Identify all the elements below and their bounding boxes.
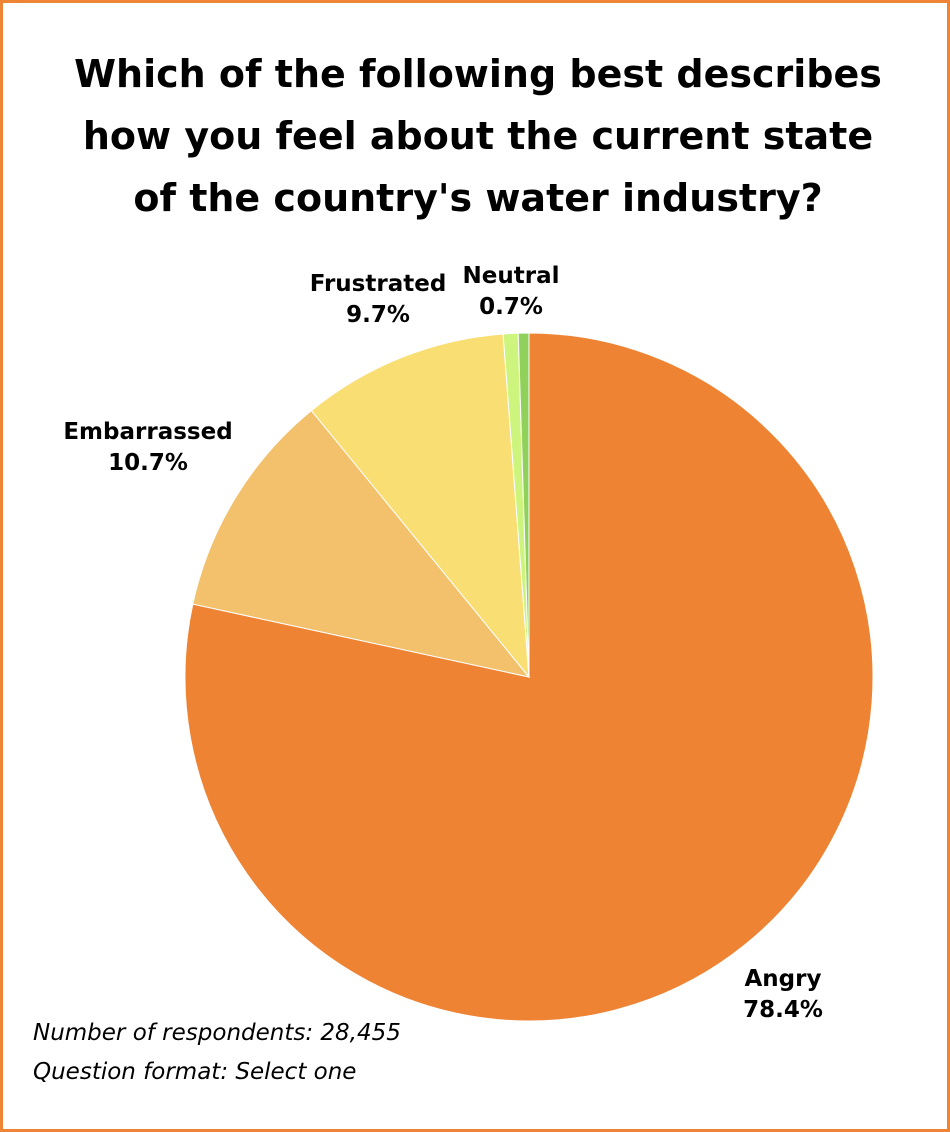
chart-title: Which of the following best describes ho…	[43, 43, 913, 229]
pie-chart	[184, 332, 874, 1022]
pie-slice-embarrassed	[192, 409, 531, 678]
slice-label-frustrated: Frustrated 9.7%	[308, 269, 448, 331]
chart-title-line-2: how you feel about the current state	[82, 114, 874, 158]
slice-label-neutral-value: 0.7%	[479, 294, 543, 320]
slice-label-angry-value: 78.4%	[743, 997, 823, 1023]
slice-label-embarrassed: Embarrassed 10.7%	[58, 417, 238, 479]
slice-label-angry: Angry 78.4%	[723, 964, 843, 1026]
pie-slice-unlabeled-4	[517, 332, 530, 678]
question-format-note: Question format: Select one	[33, 1059, 357, 1085]
chart-title-line-3: of the country's water industry?	[133, 176, 823, 220]
respondents-note: Number of respondents: 28,455	[33, 1020, 401, 1046]
pie-slice-frustrated	[310, 333, 530, 679]
slice-label-embarrassed-name: Embarrassed	[63, 419, 233, 445]
slice-label-embarrassed-value: 10.7%	[108, 450, 188, 476]
slice-label-frustrated-value: 9.7%	[346, 302, 410, 328]
slice-label-neutral-name: Neutral	[462, 263, 560, 289]
slice-label-angry-name: Angry	[744, 966, 822, 992]
slice-label-frustrated-name: Frustrated	[309, 271, 447, 297]
chart-title-line-1: Which of the following best describes	[74, 52, 882, 96]
slice-label-neutral: Neutral 0.7%	[451, 261, 571, 323]
